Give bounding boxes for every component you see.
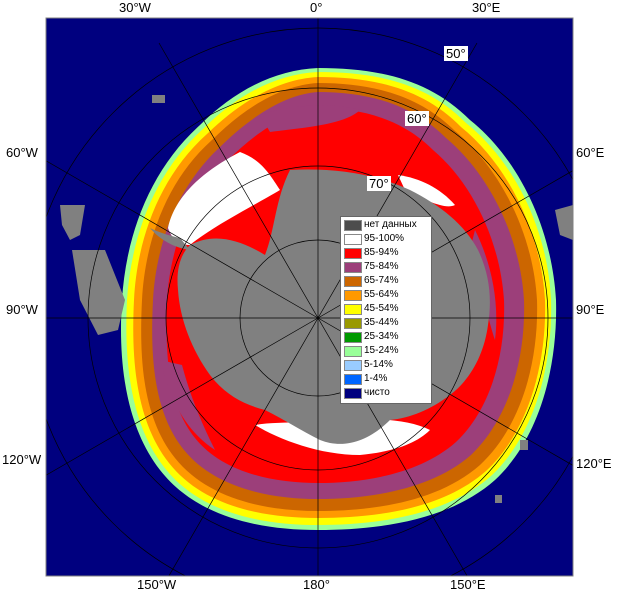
- small-island-nw: [152, 95, 165, 103]
- legend-item: 1-4%: [343, 373, 429, 386]
- purple-patch-north: [260, 105, 360, 132]
- label-left-90w: 90°W: [6, 302, 38, 317]
- label-bottom-150w: 150°W: [137, 577, 177, 592]
- legend-swatch: [344, 290, 362, 301]
- legend-item: 65-74%: [343, 275, 429, 288]
- legend-label: 85-94%: [364, 247, 399, 258]
- small-island-se: [520, 440, 528, 450]
- legend-label: 55-64%: [364, 289, 399, 300]
- legend-item: нет данных: [343, 219, 429, 232]
- legend-item: 75-84%: [343, 261, 429, 274]
- lat-label-70: 70°: [367, 176, 391, 191]
- legend-item: 5-14%: [343, 359, 429, 372]
- legend-item: 85-94%: [343, 247, 429, 260]
- lat-label-50: 50°: [444, 46, 468, 61]
- legend-label: 15-24%: [364, 345, 399, 356]
- legend-swatch: [344, 332, 362, 343]
- label-left-60w: 60°W: [6, 145, 38, 160]
- africa-land: [555, 205, 573, 240]
- legend-swatch: [344, 220, 362, 231]
- legend-swatch: [344, 318, 362, 329]
- legend-label: 25-34%: [364, 331, 399, 342]
- label-right-60e: 60°E: [576, 145, 605, 160]
- legend-label: 1-4%: [364, 373, 388, 384]
- legend-label: нет данных: [364, 219, 417, 230]
- legend-label: 65-74%: [364, 275, 399, 286]
- label-right-120e: 120°E: [576, 456, 612, 471]
- legend-item: 95-100%: [343, 233, 429, 246]
- legend-label: 45-54%: [364, 303, 399, 314]
- legend-swatch: [344, 388, 362, 399]
- legend-swatch: [344, 248, 362, 259]
- south-america-land: [60, 205, 85, 240]
- small-island-e: [495, 495, 502, 503]
- legend-item: 55-64%: [343, 289, 429, 302]
- legend-label: 75-84%: [364, 261, 399, 272]
- lat-label-60: 60°: [405, 111, 429, 126]
- legend-swatch: [344, 234, 362, 245]
- purple-patch-west: [160, 360, 215, 450]
- white-ice-east: [398, 175, 455, 207]
- label-bottom-150e: 150°E: [450, 577, 486, 592]
- label-top-30w: 30°W: [119, 0, 151, 15]
- legend-item: 15-24%: [343, 345, 429, 358]
- label-top-0: 0°: [310, 0, 323, 15]
- legend-swatch: [344, 346, 362, 357]
- legend-item: чисто: [343, 387, 429, 400]
- legend-item: 25-34%: [343, 331, 429, 344]
- legend-swatch: [344, 374, 362, 385]
- legend: нет данных 95-100% 85-94% 75-84% 65-74% 55-64…: [340, 216, 432, 404]
- antarctic-peninsula: [150, 228, 190, 250]
- label-right-90e: 90°E: [576, 302, 605, 317]
- legend-swatch: [344, 276, 362, 287]
- legend-swatch: [344, 360, 362, 371]
- legend-item: 35-44%: [343, 317, 429, 330]
- legend-label: 35-44%: [364, 317, 399, 328]
- label-left-120w: 120°W: [2, 452, 42, 467]
- legend-label: 5-14%: [364, 359, 393, 370]
- map-frame: [45, 17, 574, 577]
- legend-swatch: [344, 262, 362, 273]
- legend-label: чисто: [364, 387, 390, 398]
- south-america-tip: [72, 250, 125, 335]
- legend-swatch: [344, 304, 362, 315]
- legend-label: 95-100%: [364, 233, 405, 244]
- label-bottom-180: 180°: [303, 577, 330, 592]
- label-top-30e: 30°E: [472, 0, 501, 15]
- legend-item: 45-54%: [343, 303, 429, 316]
